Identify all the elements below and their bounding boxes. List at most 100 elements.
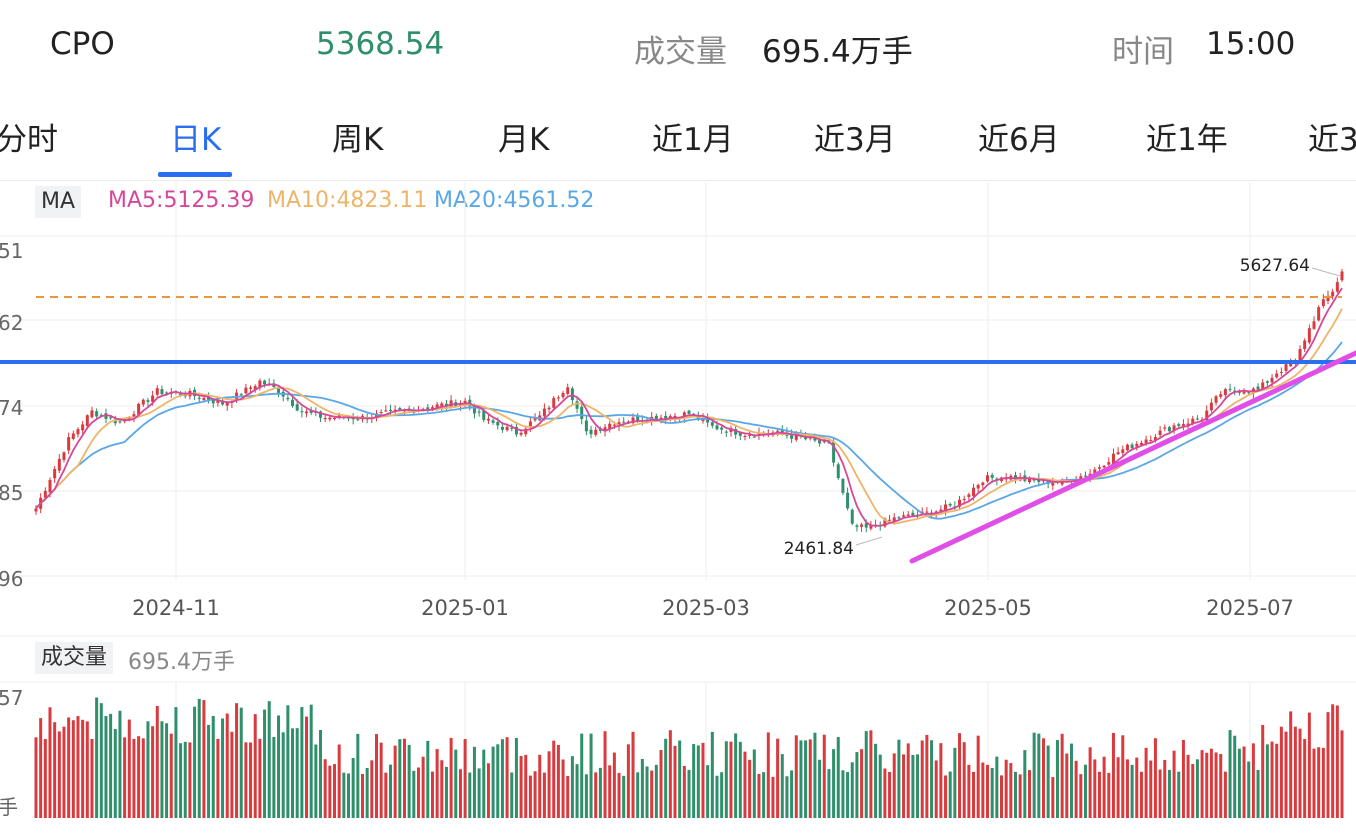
volume-bar <box>416 767 420 818</box>
volume-bar <box>804 740 808 818</box>
candle-body <box>1279 372 1283 374</box>
volume-bar <box>351 757 355 818</box>
volume-bar <box>402 738 406 818</box>
tab-1-month[interactable]: 近1月 <box>652 122 734 158</box>
volume-bar <box>906 743 910 818</box>
volume-bar <box>552 740 556 818</box>
volume-bar <box>179 743 183 818</box>
volume-bar <box>1097 771 1101 818</box>
volume-bar <box>603 731 607 818</box>
volume-bar <box>463 739 467 818</box>
candle-body <box>183 395 187 397</box>
volume-bar <box>1279 726 1283 818</box>
volume-bar <box>1079 774 1083 818</box>
volume-bar <box>449 737 453 818</box>
candle-body <box>1004 478 1008 480</box>
tab-3-years[interactable]: 近3 <box>1308 122 1356 158</box>
volume-bar <box>640 759 644 818</box>
candle-body <box>976 484 980 489</box>
volume-bar <box>1032 732 1036 818</box>
candle-body <box>137 403 141 415</box>
volume-bar <box>85 721 89 818</box>
candle-body <box>748 434 752 436</box>
volume-bar <box>860 749 864 818</box>
candle-body <box>757 432 761 436</box>
candle-body <box>622 421 626 423</box>
volume-bar <box>645 766 649 818</box>
candle-body <box>855 525 859 527</box>
volume-bar <box>193 706 197 818</box>
tab-1-year[interactable]: 近1年 <box>1146 122 1228 158</box>
volume-bar <box>1237 748 1241 818</box>
header-bar: CPO 5368.54 成交量 695.4万手 时间 15:00 <box>0 0 1356 95</box>
volume-bar <box>444 766 448 818</box>
volume-tag[interactable]: 成交量 <box>35 642 114 674</box>
volume-bar <box>542 772 546 818</box>
volume-bar <box>556 745 560 818</box>
volume-bar <box>99 703 103 818</box>
volume-bar <box>818 759 822 818</box>
volume-bar <box>39 718 43 818</box>
x-tick-label: 2025-05 <box>944 596 1032 620</box>
candle-body <box>706 416 710 423</box>
volume-bar <box>123 737 127 818</box>
volume-bar <box>1275 743 1279 818</box>
volume-bar <box>864 731 868 818</box>
ma-tag[interactable]: MA <box>35 186 82 218</box>
volume-bar <box>76 716 80 818</box>
candle-body <box>1209 402 1213 411</box>
candle-body <box>701 418 705 422</box>
volume-bar <box>309 704 313 818</box>
candle-body <box>687 410 691 414</box>
volume-bar <box>528 775 532 818</box>
tab-monthly-k[interactable]: 月K <box>498 122 550 158</box>
candle-body <box>972 487 976 496</box>
volume-bar <box>370 760 374 818</box>
volume-bar <box>1051 777 1055 818</box>
candle-body <box>505 426 509 431</box>
volume-bar <box>575 764 579 818</box>
candle-body <box>1298 349 1302 362</box>
candle-body <box>1331 291 1335 297</box>
candle-body <box>631 417 635 424</box>
candle-body <box>179 393 183 396</box>
volume-bar <box>594 772 598 818</box>
volume-bar <box>762 772 766 818</box>
volume-bar <box>384 772 388 818</box>
candle-body <box>1321 299 1325 307</box>
volume-bar <box>1139 771 1143 818</box>
volume-bar <box>477 768 481 818</box>
candle-body <box>1083 475 1087 477</box>
volume-bar <box>972 771 976 818</box>
volume-bar <box>678 740 682 818</box>
candle-body <box>333 418 337 420</box>
active-tab-indicator <box>158 172 232 177</box>
tab-3-months[interactable]: 近3月 <box>814 122 896 158</box>
volume-bar <box>1018 774 1022 818</box>
volume-bar <box>692 744 696 818</box>
volume-legend-value: 695.4万手 <box>128 650 235 675</box>
volume-bar <box>547 751 551 818</box>
tab-intraday[interactable]: 分时 <box>0 122 58 158</box>
volume-bar <box>734 733 738 818</box>
candle-body <box>197 397 201 399</box>
candle-body <box>1116 452 1120 455</box>
candle-body <box>1335 282 1339 292</box>
volume-bar <box>897 739 901 818</box>
volume-bar <box>211 715 215 818</box>
vol-tick-label: 手 <box>0 795 18 819</box>
tab-daily-k[interactable]: 日K <box>170 122 222 158</box>
candle-body <box>500 426 504 430</box>
tab-weekly-k[interactable]: 周K <box>332 122 384 158</box>
tab-6-months[interactable]: 近6月 <box>978 122 1060 158</box>
volume-bar <box>869 730 873 818</box>
volume-bar <box>1191 764 1195 818</box>
volume-bar <box>673 745 677 818</box>
volume-bar <box>902 754 906 818</box>
candle-body <box>1326 295 1330 302</box>
candle-body <box>533 418 537 421</box>
volume-bar <box>920 740 924 818</box>
candle-body <box>710 422 714 426</box>
candle-body <box>67 437 71 451</box>
